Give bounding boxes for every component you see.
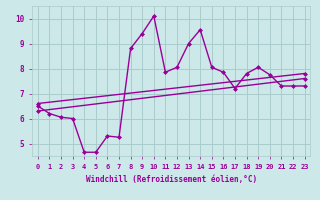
X-axis label: Windchill (Refroidissement éolien,°C): Windchill (Refroidissement éolien,°C) <box>86 175 257 184</box>
